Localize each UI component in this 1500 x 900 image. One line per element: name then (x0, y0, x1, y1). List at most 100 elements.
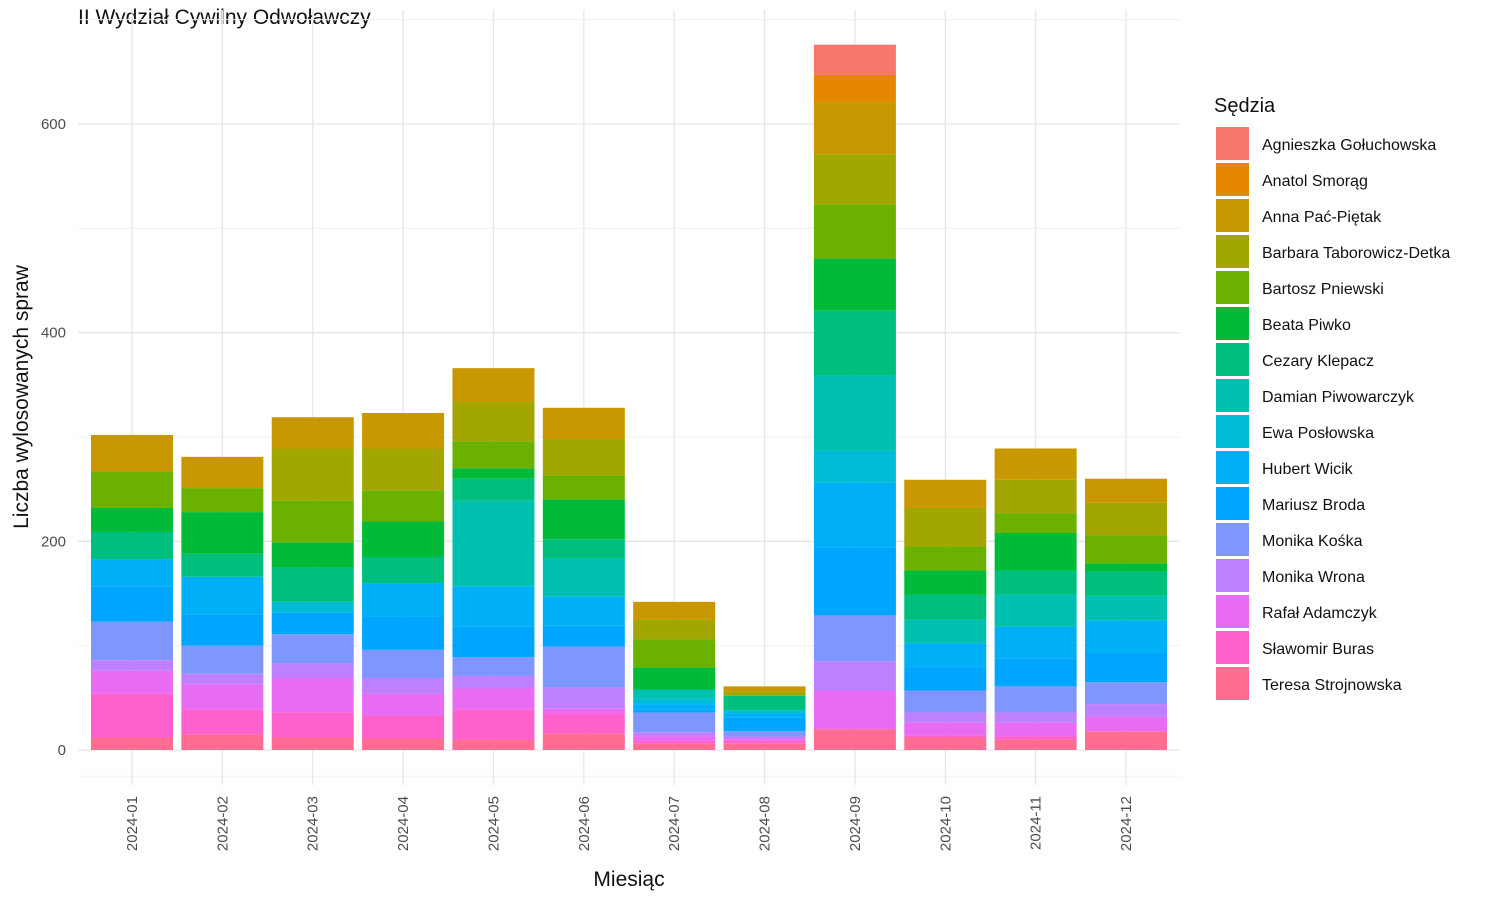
bar-segment (633, 698, 716, 705)
bar-segment (633, 667, 716, 690)
legend-key (1216, 559, 1249, 592)
bar-segment (91, 507, 173, 532)
bar-segment (271, 417, 354, 449)
legend-key (1216, 595, 1249, 628)
y-tick-label: 600 (41, 116, 66, 133)
bar-segment (813, 310, 896, 376)
bar-segment (813, 690, 896, 730)
legend-key (1216, 343, 1249, 376)
bar-segment (994, 712, 1077, 723)
bar-segment (542, 646, 625, 688)
bar-segment (813, 450, 896, 483)
bar-segment (723, 695, 806, 711)
bar-segment (452, 478, 535, 501)
legend-label: Cezary Klepacz (1262, 353, 1374, 370)
x-tick-label: 2024-03 (305, 796, 322, 851)
bar-segment (1085, 595, 1167, 621)
x-tick-label: 2024-09 (847, 796, 864, 851)
bar-segment (904, 619, 987, 644)
bar-segment (271, 542, 354, 568)
bar-segment (542, 596, 625, 626)
y-tick-label: 0 (58, 742, 66, 759)
bar-segment (904, 507, 987, 547)
bar-segment (91, 693, 173, 738)
y-tick-label: 200 (41, 533, 66, 550)
x-tick-label: 2024-02 (214, 796, 231, 851)
bar-segment (813, 44, 896, 75)
legend-key (1216, 307, 1249, 340)
bar-segment (994, 686, 1077, 713)
x-tick-label: 2024-10 (937, 796, 954, 851)
legend-label: Anna Pać-Piętak (1262, 209, 1382, 226)
bar-segment (633, 732, 716, 737)
bar-segment (813, 615, 896, 662)
bar-segment (452, 441, 535, 469)
legend-label: Barbara Taborowicz-Detka (1262, 245, 1450, 262)
bar-segment (271, 601, 354, 613)
bar-segment (904, 594, 987, 620)
legend-key (1216, 667, 1249, 700)
bar-segment (452, 688, 535, 710)
bar-segment (91, 559, 173, 587)
legend-key (1216, 199, 1249, 232)
legend-key (1216, 451, 1249, 484)
bar-segment (362, 583, 445, 617)
bar-segment (1085, 682, 1167, 705)
bar-segment (452, 657, 535, 676)
bar-segment (813, 74, 896, 103)
bar-segment (362, 715, 445, 739)
legend-key (1216, 127, 1249, 160)
bar-segment (91, 434, 173, 472)
bar-segment (271, 612, 354, 635)
bar-segment (1085, 652, 1167, 683)
legend-key (1216, 631, 1249, 664)
legend-label: Bartosz Pniewski (1262, 281, 1384, 298)
bar-segment (452, 401, 535, 442)
bar-segment (542, 558, 625, 597)
legend-key (1216, 235, 1249, 268)
bar-segment (181, 614, 264, 646)
bar-segment (994, 479, 1077, 514)
bar-segment (723, 717, 806, 732)
bar-segment (542, 708, 625, 714)
bar-segment (181, 456, 264, 489)
bar-segment (994, 626, 1077, 659)
bar-segment (452, 739, 535, 750)
bar-segment (994, 739, 1077, 750)
bar-segment (904, 643, 987, 668)
bar-segment (542, 733, 625, 750)
bar-segment (362, 616, 445, 650)
bar-segment (362, 490, 445, 522)
bar-segment (181, 576, 264, 615)
legend-label: Anatol Smorąg (1262, 173, 1368, 190)
bar-segment (452, 468, 535, 479)
bar-segment (542, 475, 625, 500)
bar-segment (362, 556, 445, 584)
bar-segment (452, 675, 535, 689)
x-tick-label: 2024-04 (395, 796, 412, 851)
legend: Sędzia Agnieszka Gołuchowska Anatol Smorą… (1214, 95, 1450, 700)
bar-segment (904, 690, 987, 713)
bar-segment (904, 546, 987, 571)
legend-title: Sędzia (1214, 95, 1276, 117)
bar-segment (633, 639, 716, 668)
bar-segment (181, 734, 264, 750)
bar-segment (362, 521, 445, 557)
bar-segment (271, 500, 354, 543)
bar-segment (633, 689, 716, 699)
bar-segment (271, 448, 354, 501)
bar-segment (542, 687, 625, 709)
bar-segment (1085, 620, 1167, 653)
legend-key (1216, 487, 1249, 520)
legend-label: Agnieszka Gołuchowska (1262, 137, 1436, 154)
bar-segment (1085, 535, 1167, 564)
bar-segment (633, 743, 716, 750)
legend-label: Sławomir Buras (1262, 641, 1374, 658)
legend-key (1216, 163, 1249, 196)
bar-segment (994, 722, 1077, 737)
bar-segment (181, 684, 264, 710)
bar-segment (813, 547, 896, 616)
bar-segment (181, 512, 264, 554)
bar-segment (542, 713, 625, 734)
